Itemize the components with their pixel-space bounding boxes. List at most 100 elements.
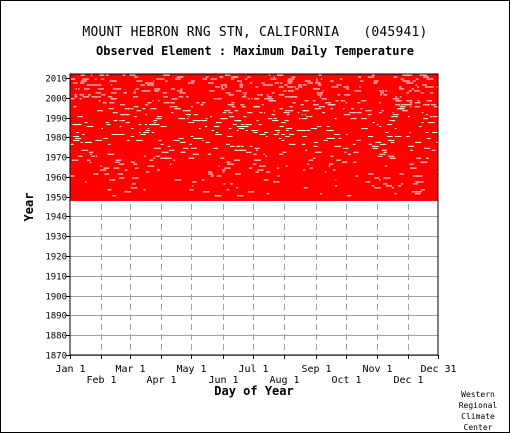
data-gap xyxy=(379,94,382,96)
data-gap xyxy=(289,133,295,135)
data-gap xyxy=(316,92,323,94)
data-gap xyxy=(143,131,150,133)
data-gap xyxy=(305,149,308,151)
xtick-label: Jun 1 xyxy=(208,375,238,386)
data-gap xyxy=(247,98,251,100)
data-gap xyxy=(426,114,428,116)
data-gap xyxy=(154,88,161,90)
data-gap xyxy=(155,118,162,120)
data-gap xyxy=(254,98,260,100)
data-gap xyxy=(118,133,125,135)
wrcc-credit: Western Regional Climate Center xyxy=(452,389,504,433)
data-gap xyxy=(100,165,103,167)
data-gap xyxy=(214,195,222,197)
data-year-row xyxy=(70,113,438,116)
data-gap xyxy=(218,165,220,167)
data-year-row xyxy=(70,167,438,170)
data-gap xyxy=(98,96,101,98)
data-gap xyxy=(408,116,410,118)
data-gap xyxy=(70,143,74,145)
data-gap xyxy=(248,167,253,169)
data-gap xyxy=(359,86,361,88)
data-gap xyxy=(180,151,185,153)
ytick-label: 1960 xyxy=(45,174,67,184)
data-gap xyxy=(268,74,271,76)
data-gap xyxy=(408,90,412,92)
data-gap xyxy=(419,74,426,76)
data-gap xyxy=(326,126,330,128)
data-marks xyxy=(70,74,445,201)
data-gap xyxy=(337,94,340,96)
data-gap xyxy=(110,84,113,86)
data-gap xyxy=(168,149,171,151)
data-gap xyxy=(205,76,209,78)
data-gap xyxy=(414,141,422,143)
data-gap xyxy=(385,185,393,187)
data-gap xyxy=(302,110,309,112)
data-gap xyxy=(349,112,357,114)
data-gap xyxy=(96,92,99,94)
data-gap xyxy=(421,122,424,124)
data-gap xyxy=(301,143,306,145)
data-gap xyxy=(271,114,276,116)
data-gap xyxy=(133,96,139,98)
data-gap xyxy=(79,82,85,84)
data-gap xyxy=(200,104,204,106)
data-gap xyxy=(371,185,375,187)
data-gap xyxy=(372,147,378,149)
data-gap xyxy=(405,104,412,106)
data-year-row xyxy=(70,85,438,89)
data-gap xyxy=(297,86,303,88)
data-gap xyxy=(334,118,337,120)
data-year-row xyxy=(70,121,438,124)
data-gap xyxy=(267,96,272,98)
data-gap xyxy=(136,110,142,112)
data-gap xyxy=(192,153,199,155)
data-gap xyxy=(84,181,87,183)
data-gap xyxy=(313,88,318,90)
xtick-label: Dec 1 xyxy=(393,375,423,386)
data-gap xyxy=(131,128,134,130)
data-gap xyxy=(417,181,424,183)
data-gap xyxy=(158,139,162,141)
data-gap xyxy=(294,86,296,88)
data-gap xyxy=(156,116,163,118)
data-gap xyxy=(145,114,147,116)
data-gap xyxy=(259,165,266,167)
data-gap xyxy=(247,191,255,193)
data-gap xyxy=(279,153,284,155)
data-gap xyxy=(209,90,215,92)
data-gap xyxy=(287,78,295,80)
data-gap xyxy=(394,193,397,195)
data-gap xyxy=(306,116,309,118)
data-gap xyxy=(290,110,294,112)
data-gap xyxy=(106,74,109,76)
data-gap xyxy=(97,88,105,90)
data-gap xyxy=(86,84,93,86)
data-gap xyxy=(409,163,414,165)
data-gap xyxy=(250,145,253,147)
data-gap xyxy=(156,147,161,149)
data-gap xyxy=(273,133,279,135)
data-gap xyxy=(287,86,294,88)
data-gap xyxy=(201,179,205,181)
data-gap xyxy=(346,133,348,135)
data-gap xyxy=(81,133,85,135)
data-gap xyxy=(377,155,383,157)
data-gap xyxy=(284,84,288,86)
data-gap xyxy=(171,112,174,114)
data-gap xyxy=(225,143,230,145)
data-gap xyxy=(228,128,232,130)
data-year-row xyxy=(70,151,438,154)
data-gap xyxy=(313,145,318,147)
data-gap xyxy=(236,195,244,197)
data-gap xyxy=(313,141,319,143)
data-gap xyxy=(410,167,417,169)
data-gap xyxy=(74,137,82,139)
data-year-row xyxy=(70,133,438,136)
data-gap xyxy=(75,88,77,90)
data-year-row xyxy=(70,182,438,186)
data-gap xyxy=(312,128,317,130)
data-gap xyxy=(192,120,198,122)
data-year-row xyxy=(70,170,438,174)
